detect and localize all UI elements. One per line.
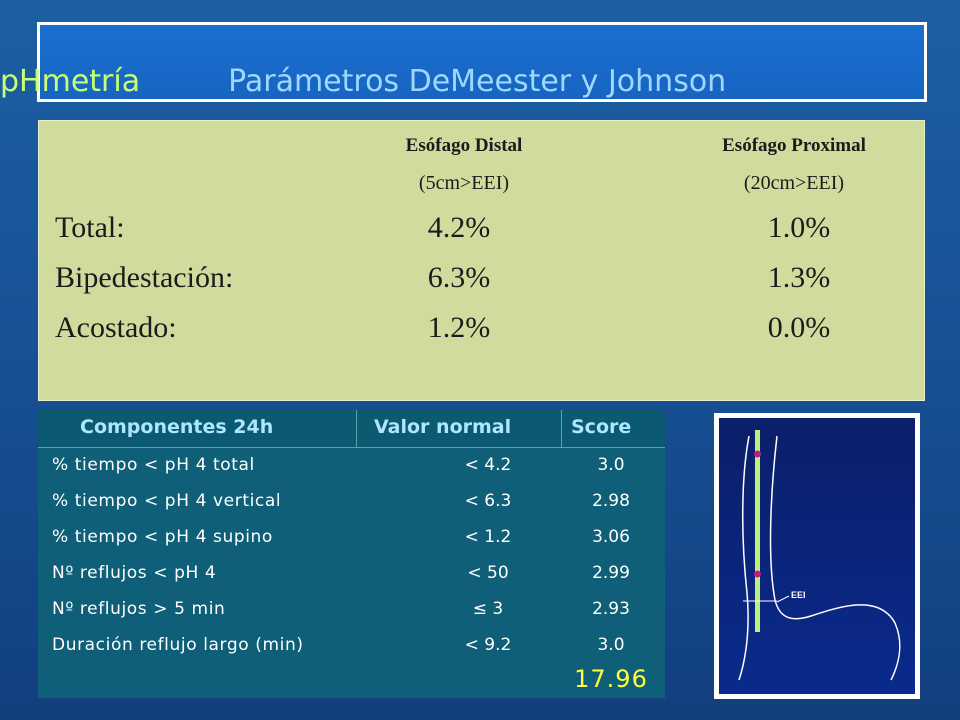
table-row: Duración reflujo largo (min) < 9.2 3.0: [38, 627, 665, 663]
normal-value-cell: < 6.3: [464, 491, 512, 511]
normal-value-cell: < 4.2: [464, 455, 512, 475]
demeester-score-table: Componentes 24h Valor normal Score % tie…: [38, 410, 665, 698]
component-cell: % tiempo < pH 4 total: [52, 455, 255, 475]
score-cell: 2.98: [592, 491, 630, 511]
component-cell: Duración reflujo largo (min): [52, 635, 304, 655]
esophagus-probe-illustration: EEI: [738, 430, 901, 681]
component-cell: Nº reflujos < pH 4: [52, 563, 217, 583]
title-main: pHmetría: [0, 64, 141, 99]
component-cell: % tiempo < pH 4 supino: [52, 527, 273, 547]
distal-sensor: [754, 570, 761, 578]
table-row: % tiempo < pH 4 supino < 1.2 3.06: [38, 519, 665, 555]
header-normal-value: Valor normal: [374, 416, 512, 438]
title-subtitle: Parámetros DeMeester y Johnson: [228, 64, 727, 99]
header-score: Score: [571, 416, 632, 438]
distal-acostado-value: 1.2%: [427, 311, 491, 344]
distal-bipedestacion-value: 6.3%: [427, 261, 491, 294]
normal-value-cell: < 1.2: [464, 527, 512, 547]
proximal-total-value: 1.0%: [767, 211, 831, 244]
proximal-sensor: [754, 450, 761, 458]
score-cell: 2.99: [592, 563, 630, 583]
proximal-bipedestacion-value: 1.3%: [767, 261, 831, 294]
eei-label: EEI: [791, 590, 806, 600]
ph-probe: [755, 430, 760, 632]
esophagus-diagram: EEI: [714, 413, 920, 699]
header-divider: [561, 410, 562, 447]
header-divider: [356, 410, 357, 447]
table-header: Componentes 24h Valor normal Score: [38, 410, 665, 448]
diagram-background: EEI: [719, 418, 915, 694]
table-row: % tiempo < pH 4 vertical < 6.3 2.98: [38, 483, 665, 519]
proximal-acostado-value: 0.0%: [767, 311, 831, 344]
distal-total-value: 4.2%: [427, 211, 491, 244]
normal-value-cell: < 50: [467, 563, 509, 583]
score-cell: 3.0: [597, 635, 625, 655]
component-cell: Nº reflujos > 5 min: [52, 599, 226, 619]
normal-value-cell: < 9.2: [464, 635, 512, 655]
score-cell: 3.0: [597, 455, 625, 475]
total-score: 17.96: [574, 665, 648, 693]
row-label-bipedestacion: Bipedestación:: [55, 261, 234, 294]
slide-title: pHmetría Parámetros DeMeester y Johnson: [0, 64, 726, 99]
eei-pointer: [776, 595, 790, 603]
row-label-acostado: Acostado:: [55, 311, 177, 344]
row-label-total: Total:: [55, 211, 125, 244]
esophagus-stats-panel: Esófago Distal Esófago Proximal (5cm>EEI…: [38, 120, 925, 401]
esophagus-outline-left: [738, 435, 750, 681]
normal-value-cell: ≤ 3: [472, 599, 504, 619]
score-cell: 3.06: [592, 527, 630, 547]
proximal-subheading: (20cm>EEI): [743, 172, 845, 194]
proximal-heading: Esófago Proximal: [722, 135, 866, 156]
component-cell: % tiempo < pH 4 vertical: [52, 491, 282, 511]
table-row: Nº reflujos < pH 4 < 50 2.99: [38, 555, 665, 591]
table-row: % tiempo < pH 4 total < 4.2 3.0: [38, 447, 665, 483]
distal-subheading: (5cm>EEI): [418, 172, 510, 194]
score-cell: 2.93: [592, 599, 630, 619]
title-box: [37, 22, 927, 102]
distal-heading: Esófago Distal: [405, 135, 523, 156]
table-row: Nº reflujos > 5 min ≤ 3 2.93: [38, 591, 665, 627]
esophagus-outline-right: [769, 435, 901, 681]
header-components: Componentes 24h: [80, 416, 274, 438]
